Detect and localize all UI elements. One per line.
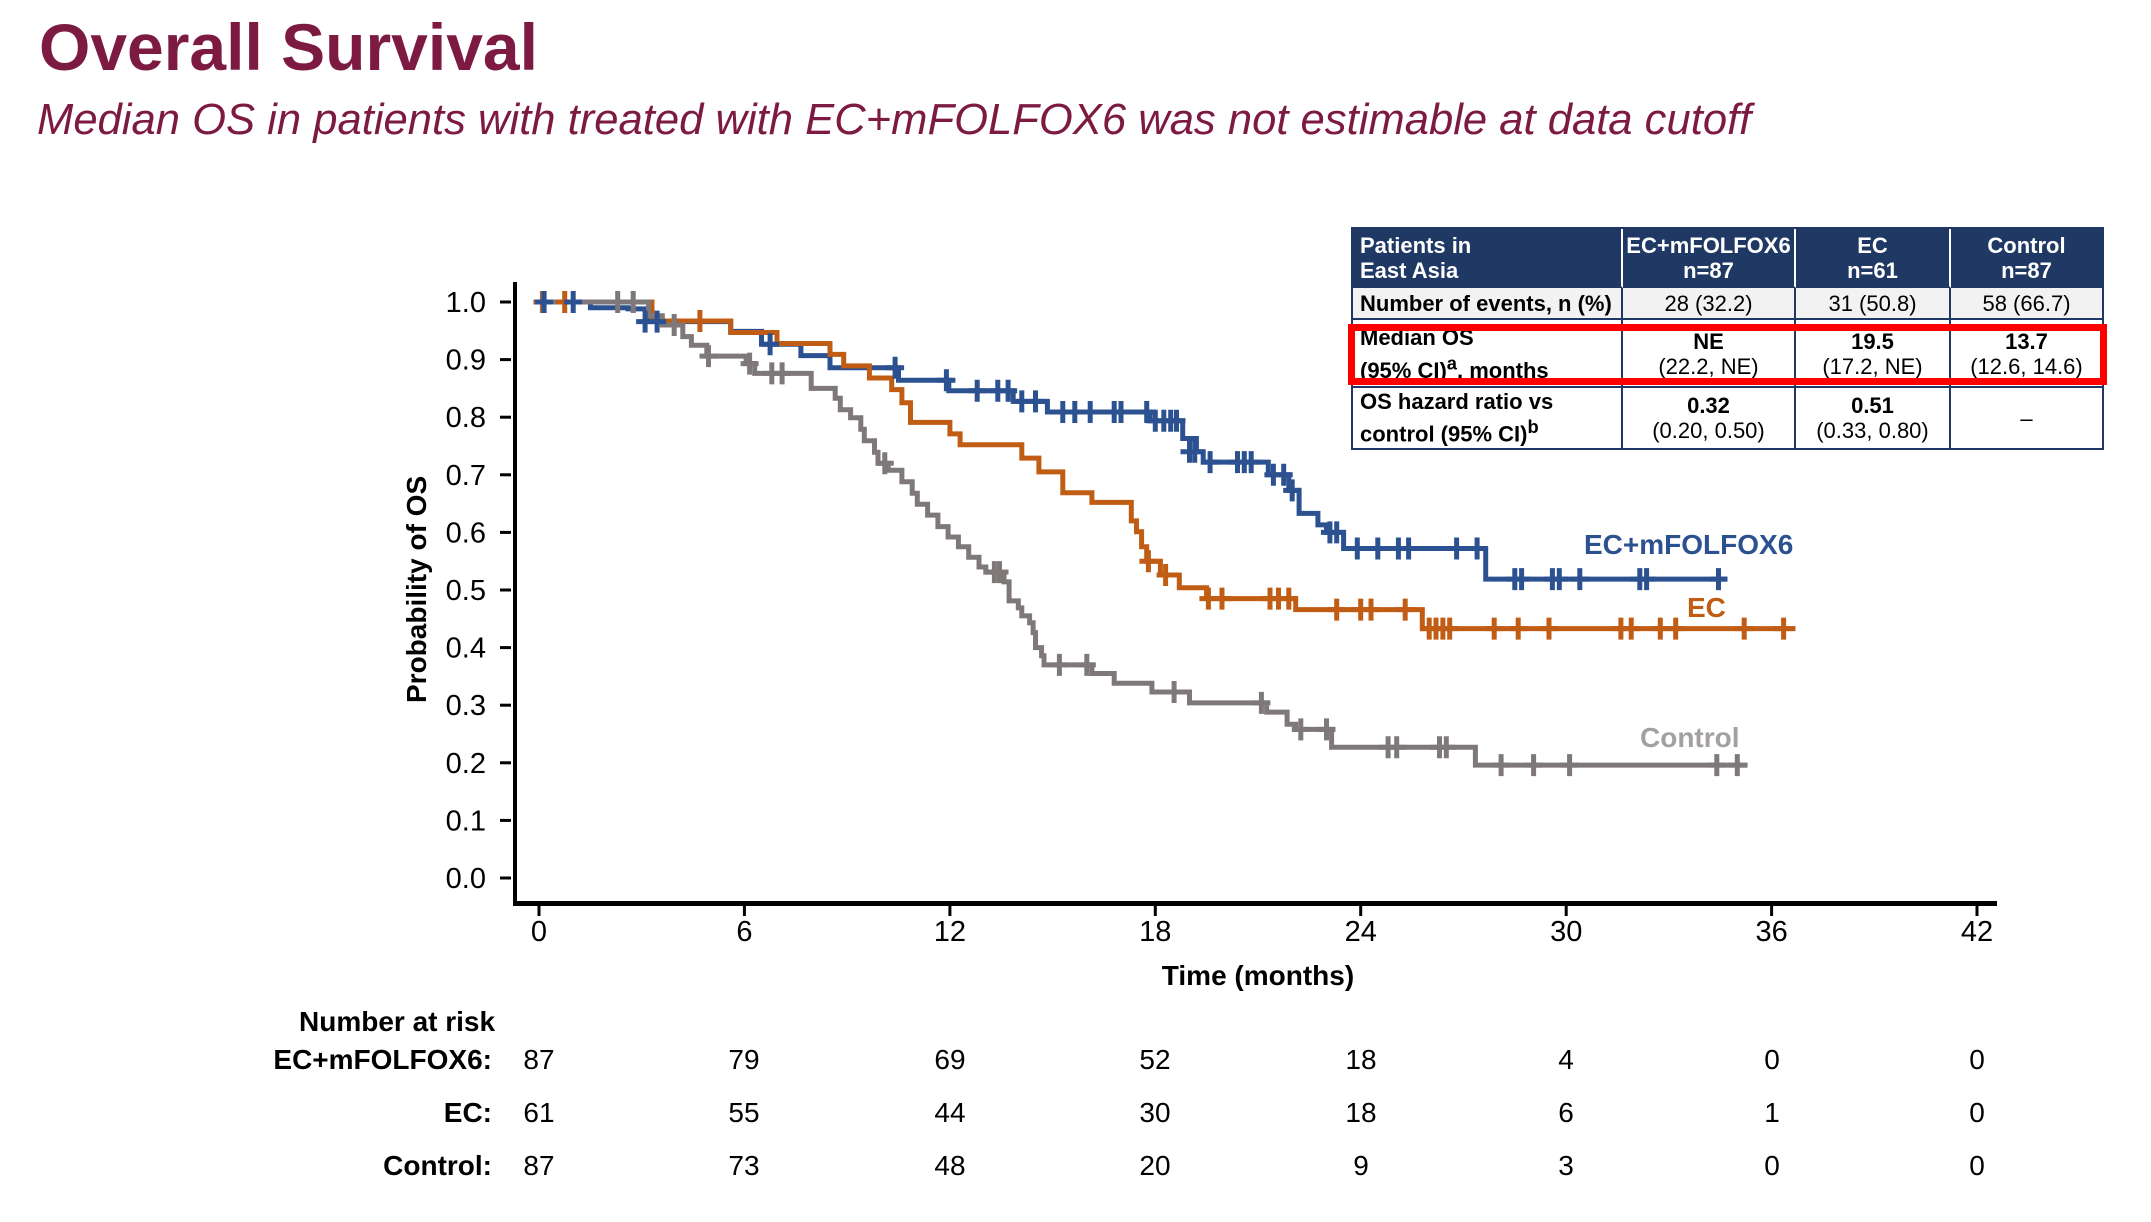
svg-text:0.6: 0.6 xyxy=(446,517,486,549)
svg-text:36: 36 xyxy=(1755,916,1787,948)
svg-text:0.7: 0.7 xyxy=(446,460,486,492)
svg-text:30: 30 xyxy=(1550,916,1582,948)
svg-text:Time (months): Time (months) xyxy=(1162,960,1354,991)
svg-text:Control: Control xyxy=(1640,722,1740,753)
svg-text:1.0: 1.0 xyxy=(446,287,486,319)
svg-text:0.8: 0.8 xyxy=(446,402,486,434)
svg-text:0.4: 0.4 xyxy=(446,633,486,665)
svg-text:0.0: 0.0 xyxy=(446,863,486,895)
svg-text:12: 12 xyxy=(934,916,966,948)
svg-text:18: 18 xyxy=(1139,916,1171,948)
svg-text:EC+mFOLFOX6: EC+mFOLFOX6 xyxy=(1584,529,1793,560)
svg-text:0.9: 0.9 xyxy=(446,345,486,377)
svg-text:Probability of OS: Probability of OS xyxy=(401,476,432,703)
svg-text:0.5: 0.5 xyxy=(446,575,486,607)
svg-text:EC: EC xyxy=(1687,592,1726,623)
svg-text:0.1: 0.1 xyxy=(446,805,486,837)
svg-text:0.3: 0.3 xyxy=(446,690,486,722)
svg-text:42: 42 xyxy=(1961,916,1993,948)
svg-text:24: 24 xyxy=(1345,916,1377,948)
svg-text:0.2: 0.2 xyxy=(446,748,486,780)
svg-text:6: 6 xyxy=(736,916,752,948)
svg-text:0: 0 xyxy=(531,916,547,948)
